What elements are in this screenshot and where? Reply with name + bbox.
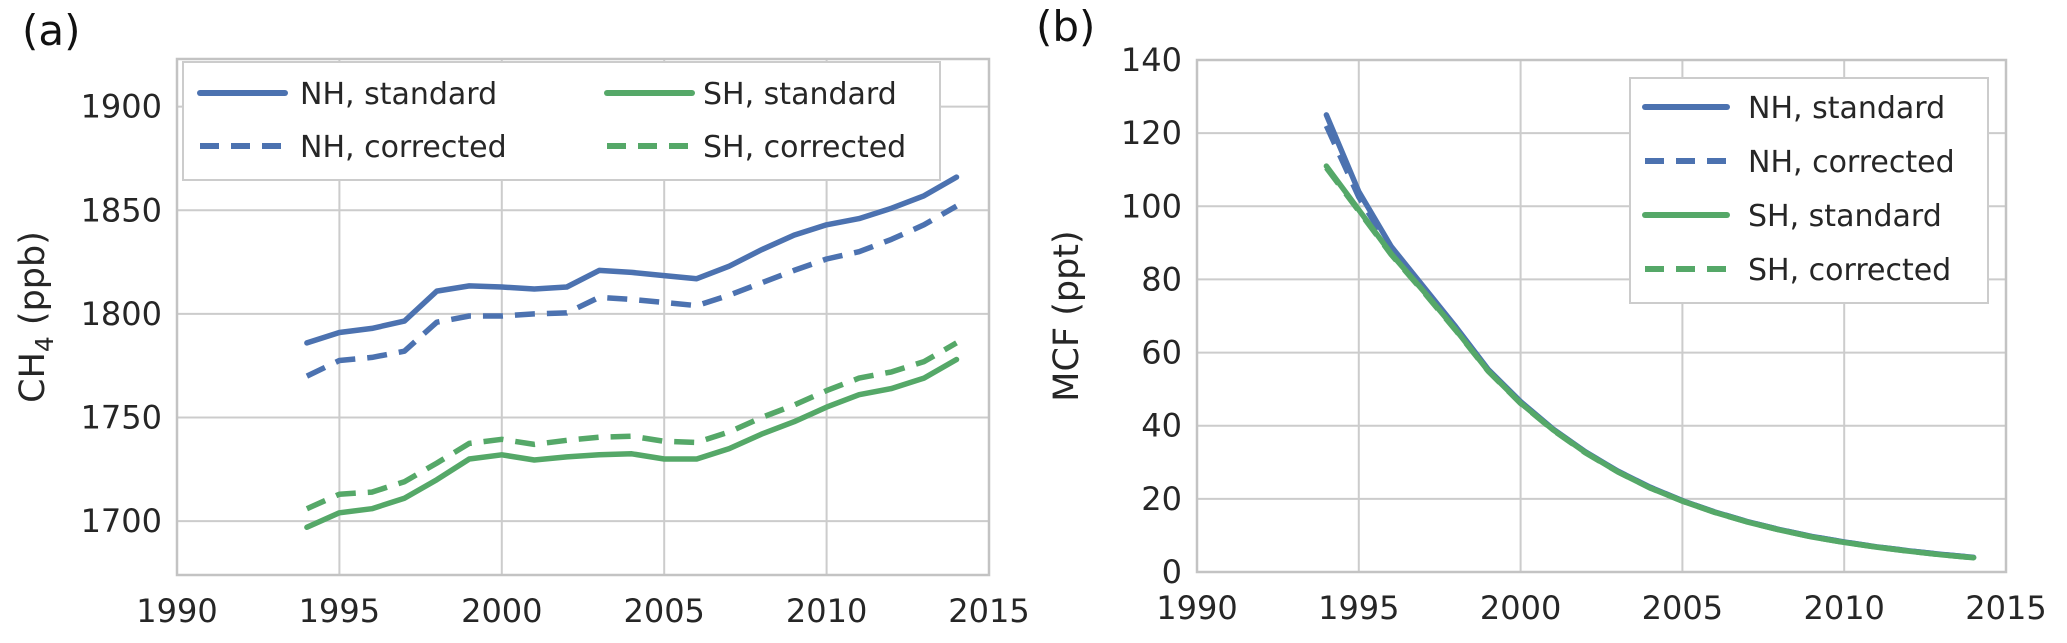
panel-a-y-tick-label-1750: 1750 xyxy=(81,399,162,437)
panel-a-letter: (a) xyxy=(22,6,81,55)
panel-a-y-axis-label: CH4 (ppb) xyxy=(13,231,59,403)
panel-a-legend-box xyxy=(182,61,941,181)
panel-b-y-axis-label: MCF (ppt) xyxy=(1047,230,1087,401)
panel-a-legend-label-nh-standard: NH, standard xyxy=(300,77,497,112)
panel-a-series-line-nh-standard xyxy=(304,174,960,346)
panel-b-x-tick-label-2010: 2010 xyxy=(1803,589,1884,627)
panel-a-y-tick-label-1700: 1700 xyxy=(81,502,162,540)
panel-b-x-tick-label-2000: 2000 xyxy=(1480,589,1561,627)
panel-a-series-line-sh-corrected xyxy=(305,340,958,512)
panel-b-x-tick-label-1990: 1990 xyxy=(1156,589,1237,627)
panel-b-y-tick-label-40: 40 xyxy=(1141,407,1182,445)
panel-b-series-line-sh-corrected xyxy=(1324,166,1974,561)
panel-a-y-tick-label-1900: 1900 xyxy=(81,88,162,126)
panel-b-legend-label-sh-corrected: SH, corrected xyxy=(1748,253,1951,288)
panel-a-x-tick-label-2015: 2015 xyxy=(948,592,1029,630)
panel-b-y-tick-label-120: 120 xyxy=(1121,114,1182,152)
panel-b-y-tick-label-60: 60 xyxy=(1141,334,1182,372)
panel-a-y-tick-label-1850: 1850 xyxy=(81,191,162,229)
panel-a-series-line-nh-corrected xyxy=(305,203,958,379)
panel-a-x-tick-label-2005: 2005 xyxy=(623,592,704,630)
panel-a-legend-label-nh-corrected: NH, corrected xyxy=(300,130,507,165)
panel-a-legend-label-sh-standard: SH, standard xyxy=(703,77,897,112)
panel-b-legend-box xyxy=(1629,77,1989,304)
panel-b-y-tick-label-20: 20 xyxy=(1141,480,1182,518)
panel-b-legend-label-nh-standard: NH, standard xyxy=(1748,91,1945,126)
panel-b-y-tick-label-80: 80 xyxy=(1141,260,1182,298)
panel-a-x-tick-label-1990: 1990 xyxy=(136,592,217,630)
panel-a-y-tick-label-1800: 1800 xyxy=(81,295,162,333)
panel-a-x-tick-label-2010: 2010 xyxy=(786,592,867,630)
panel-b-legend-label-nh-corrected: NH, corrected xyxy=(1748,145,1955,180)
panel-b-y-tick-label-140: 140 xyxy=(1121,41,1182,79)
panel-b-frame xyxy=(1195,58,2008,574)
panel-b-x-tick-label-1995: 1995 xyxy=(1318,589,1399,627)
panel-a-legend-label-sh-corrected: SH, corrected xyxy=(703,130,906,165)
panel-b-y-tick-label-0: 0 xyxy=(1162,553,1182,591)
panel-a-x-tick-label-1995: 1995 xyxy=(299,592,380,630)
panel-b-y-tick-label-100: 100 xyxy=(1121,187,1182,225)
panel-b-letter: (b) xyxy=(1036,2,1096,51)
panel-b-x-tick-label-2005: 2005 xyxy=(1642,589,1723,627)
panel-a-frame xyxy=(175,57,991,577)
panel-b-legend-label-sh-standard: SH, standard xyxy=(1748,199,1942,234)
panel-a-series-line-sh-standard xyxy=(304,356,960,531)
panel-b-x-tick-label-2015: 2015 xyxy=(1965,589,2046,627)
panel-a-x-tick-label-2000: 2000 xyxy=(461,592,542,630)
